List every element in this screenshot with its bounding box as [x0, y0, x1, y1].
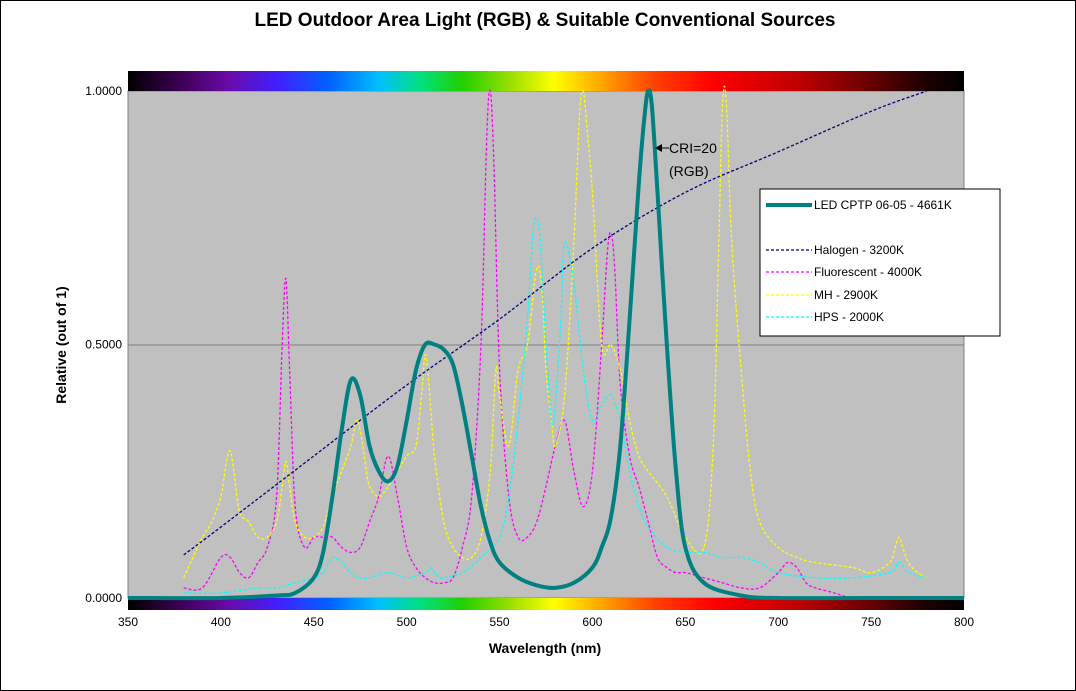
x-tick-label: 500 [397, 615, 417, 629]
x-tick-label: 800 [954, 615, 974, 629]
x-tick-label: 750 [861, 615, 881, 629]
legend-label-2: Fluorescent - 4000K [814, 265, 922, 279]
legend-label-1: Halogen - 3200K [814, 243, 904, 257]
x-tick-label: 350 [118, 615, 138, 629]
y-tick-labels: 0.0000 0.5000 1.0000 [85, 84, 122, 605]
cri-annotation: CRI=20 (RGB) [655, 140, 717, 179]
legend-label-0: LED CPTP 06-05 - 4661K [814, 198, 952, 212]
x-tick-labels: 350 400 450 500 550 600 650 700 750 800 [118, 615, 974, 629]
x-tick-label: 550 [490, 615, 510, 629]
y-axis-title: Relative (out of 1) [53, 286, 69, 403]
legend-label-4: HPS - 2000K [814, 310, 884, 324]
legend-box [759, 188, 1001, 337]
x-axis-title: Wavelength (nm) [489, 640, 601, 656]
annotation-text-line1: CRI=20 [669, 140, 717, 156]
series-line-4 [183, 216, 927, 594]
y-tick-label: 0.5000 [85, 338, 122, 352]
spectrum-bar-bottom [128, 598, 964, 610]
x-tick-label: 600 [582, 615, 602, 629]
series-line-3 [183, 85, 928, 579]
legend: LED CPTP 06-05 - 4661K Halogen - 3200K Flu… [759, 188, 1001, 337]
x-tick-label: 650 [675, 615, 695, 629]
legend-label-3: MH - 2900K [814, 288, 878, 302]
chart-title: LED Outdoor Area Light (RGB) & Suitable … [255, 10, 836, 31]
spectrum-bar-top [128, 71, 964, 91]
series-line-2 [183, 89, 927, 600]
x-tick-label: 700 [768, 615, 788, 629]
annotation-arrowhead [655, 144, 662, 152]
series-line-0 [127, 88, 964, 601]
y-tick-label: 1.0000 [85, 84, 122, 98]
x-tick-label: 400 [211, 615, 231, 629]
annotation-text-line2: (RGB) [669, 163, 709, 179]
x-tick-label: 450 [304, 615, 324, 629]
y-tick-label: 0.0000 [85, 591, 122, 605]
series-layer [127, 85, 964, 601]
